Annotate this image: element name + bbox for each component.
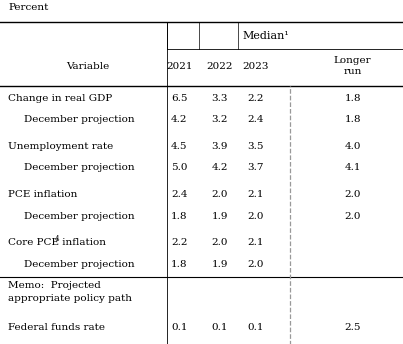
Text: 2.0: 2.0 [212, 190, 228, 199]
Text: 2.2: 2.2 [248, 94, 264, 103]
Text: 4: 4 [55, 235, 60, 243]
Text: 2.4: 2.4 [171, 190, 187, 199]
Text: 2.1: 2.1 [248, 190, 264, 199]
Text: 5.0: 5.0 [171, 163, 187, 172]
Text: 2.5: 2.5 [345, 323, 361, 332]
Text: 2.2: 2.2 [171, 238, 187, 247]
Text: 2.0: 2.0 [212, 238, 228, 247]
Text: PCE inflation: PCE inflation [8, 190, 77, 199]
Text: 0.1: 0.1 [171, 323, 187, 332]
Text: Percent: Percent [8, 3, 48, 12]
Text: Core PCE inflation: Core PCE inflation [8, 238, 106, 247]
Text: 1.8: 1.8 [345, 94, 361, 103]
Text: 2023: 2023 [243, 62, 269, 71]
Text: 2.4: 2.4 [248, 115, 264, 124]
Text: 0.1: 0.1 [248, 323, 264, 332]
Text: 2.0: 2.0 [345, 212, 361, 221]
Text: 1.8: 1.8 [345, 115, 361, 124]
Text: 4.2: 4.2 [171, 115, 187, 124]
Text: 0.1: 0.1 [212, 323, 228, 332]
Text: 3.7: 3.7 [248, 163, 264, 172]
Text: 2.1: 2.1 [248, 238, 264, 247]
Text: Longer
run: Longer run [334, 56, 372, 76]
Text: 1.9: 1.9 [212, 260, 228, 269]
Text: December projection: December projection [24, 212, 135, 221]
Text: 3.2: 3.2 [212, 115, 228, 124]
Text: Variable: Variable [66, 62, 109, 71]
Text: Median¹: Median¹ [243, 31, 289, 41]
Text: 3.5: 3.5 [248, 142, 264, 151]
Text: 3.9: 3.9 [212, 142, 228, 151]
Text: Unemployment rate: Unemployment rate [8, 142, 113, 151]
Text: 4.2: 4.2 [212, 163, 228, 172]
Text: Change in real GDP: Change in real GDP [8, 94, 112, 103]
Text: 2021: 2021 [166, 62, 193, 71]
Text: 2.0: 2.0 [248, 260, 264, 269]
Text: Memo:  Projected
appropriate policy path: Memo: Projected appropriate policy path [8, 281, 132, 303]
Text: 1.9: 1.9 [212, 212, 228, 221]
Text: 2.0: 2.0 [248, 212, 264, 221]
Text: December projection: December projection [24, 260, 135, 269]
Text: Federal funds rate: Federal funds rate [8, 323, 105, 332]
Text: 6.5: 6.5 [171, 94, 187, 103]
Text: 4.0: 4.0 [345, 142, 361, 151]
Text: 4.1: 4.1 [345, 163, 361, 172]
Text: 2.0: 2.0 [345, 190, 361, 199]
Text: 2022: 2022 [206, 62, 233, 71]
Text: 1.8: 1.8 [171, 260, 187, 269]
Text: 1.8: 1.8 [171, 212, 187, 221]
Text: December projection: December projection [24, 115, 135, 124]
Text: 3.3: 3.3 [212, 94, 228, 103]
Text: December projection: December projection [24, 163, 135, 172]
Text: 4.5: 4.5 [171, 142, 187, 151]
